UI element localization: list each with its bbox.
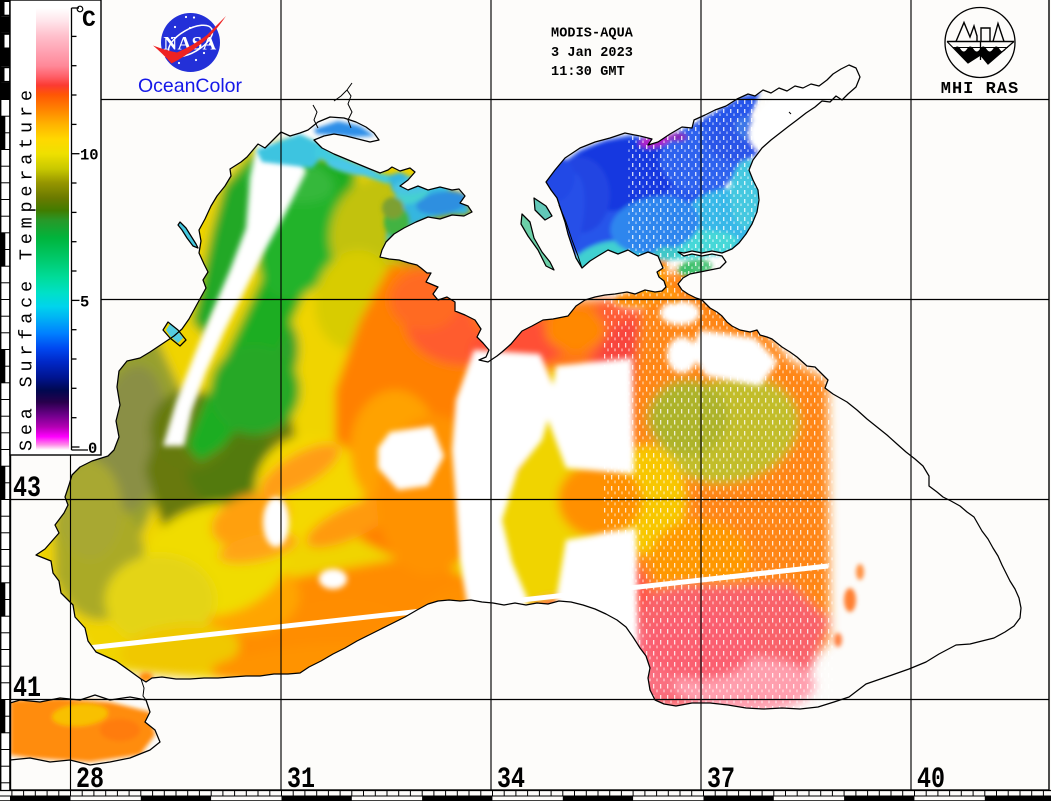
svg-text:11:30 GMT: 11:30 GMT	[551, 65, 625, 80]
svg-text:Sea Surface Temperature: Sea Surface Temperature	[17, 85, 38, 451]
svg-text:40: 40	[917, 763, 945, 797]
svg-text:0: 0	[88, 440, 97, 458]
svg-text:31: 31	[287, 763, 315, 797]
svg-text:28: 28	[76, 763, 104, 797]
svg-text:OceanColor: OceanColor	[138, 75, 243, 97]
svg-text:41: 41	[13, 672, 41, 706]
svg-text:10: 10	[80, 147, 99, 165]
svg-text:MHI RAS: MHI RAS	[941, 80, 1019, 99]
svg-text:C: C	[82, 7, 96, 33]
svg-text:3 Jan 2023: 3 Jan 2023	[551, 46, 633, 61]
svg-text:34: 34	[497, 763, 525, 797]
svg-text:43: 43	[13, 472, 41, 506]
svg-text:37: 37	[707, 763, 735, 797]
svg-text:5: 5	[80, 294, 89, 312]
svg-text:MODIS-AQUA: MODIS-AQUA	[551, 27, 634, 42]
